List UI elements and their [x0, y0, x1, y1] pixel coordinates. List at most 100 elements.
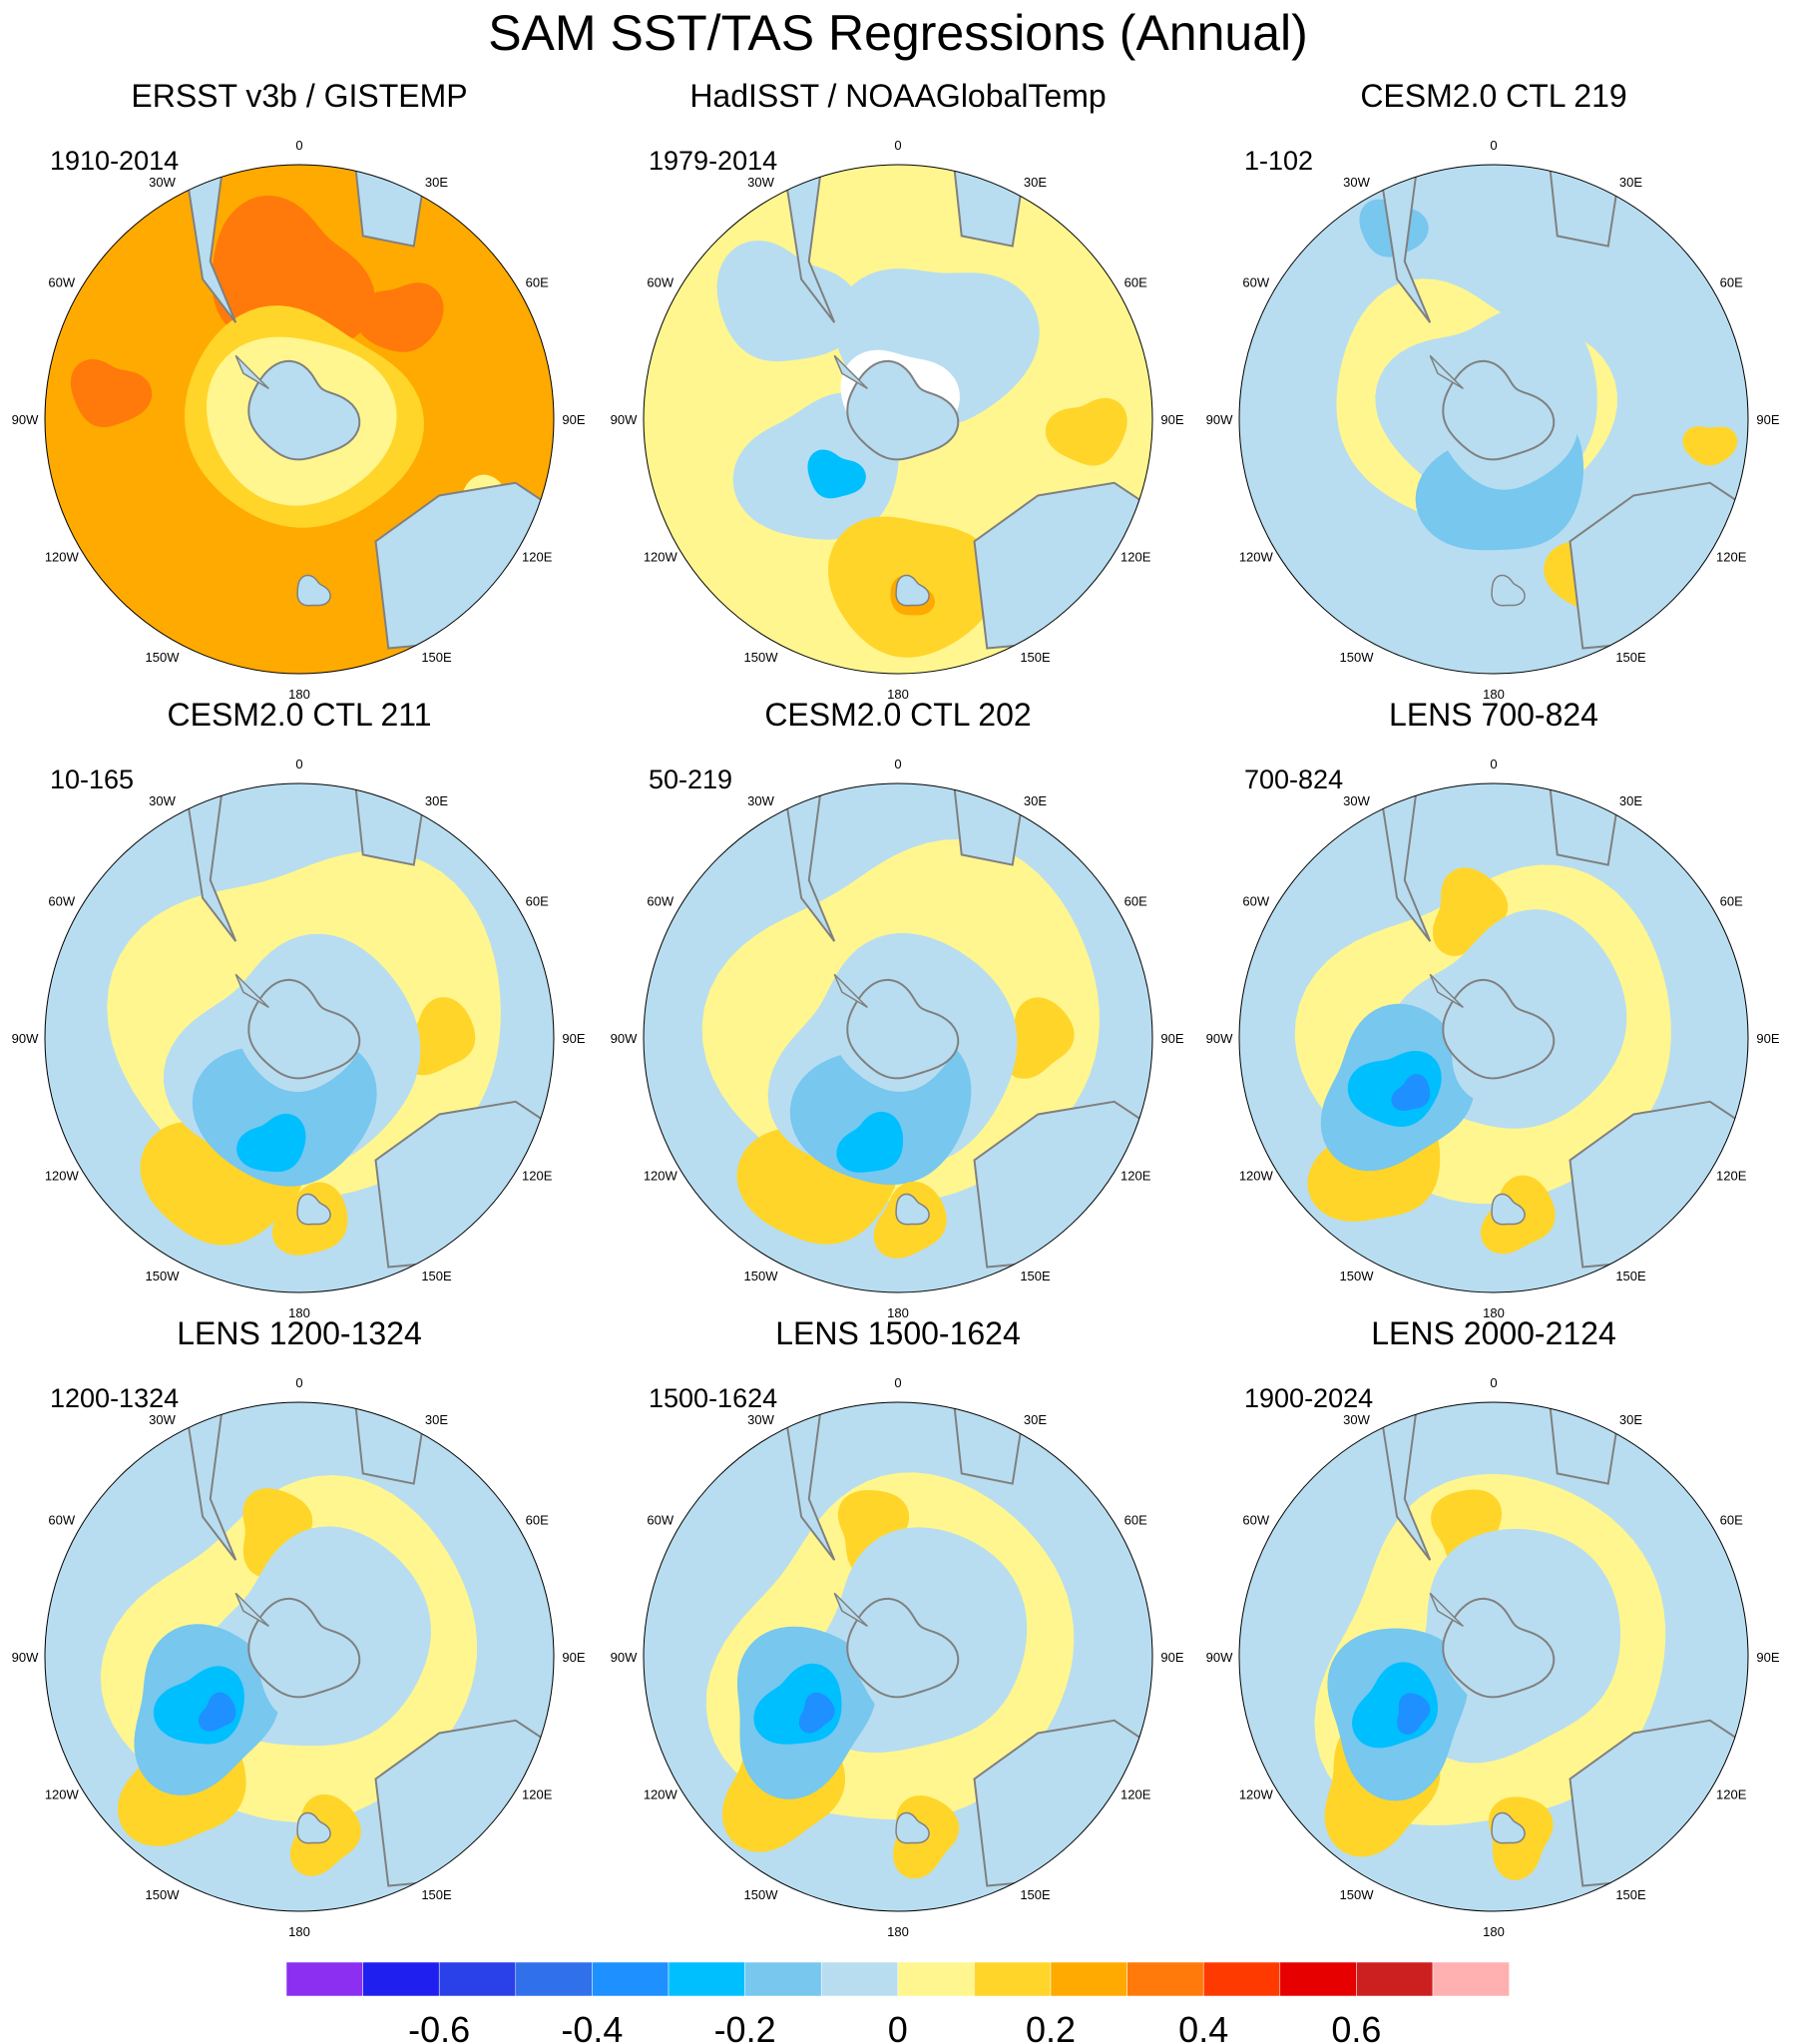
contour-region [1433, 867, 1509, 956]
colorbar-tick-label: 0.6 [1331, 2009, 1381, 2044]
longitude-label: 60W [647, 275, 674, 290]
longitude-label: 150E [1020, 650, 1051, 665]
new-zealand-coastline [296, 1193, 331, 1226]
map-border [44, 164, 555, 675]
longitude-label: 120W [644, 1788, 678, 1802]
longitude-label: 180 [1483, 1305, 1505, 1320]
longitude-label: 120E [1716, 550, 1747, 565]
panel-period: 1200-1324 [50, 1383, 179, 1413]
contour-region [1003, 997, 1075, 1079]
longitude-label: 60W [647, 1513, 674, 1528]
longitude-label: 30W [747, 1412, 774, 1427]
longitude-label: 60E [1124, 1513, 1147, 1528]
longitude-label: 60E [526, 894, 549, 909]
peninsula-coastline [1429, 973, 1464, 1009]
longitude-label: 180 [288, 1924, 310, 1939]
contour-region [199, 1692, 236, 1732]
figure-title: SAM SST/TAS Regressions (Annual) [488, 5, 1308, 61]
map-border [1238, 1401, 1749, 1912]
longitude-label: 60W [647, 894, 674, 909]
contour-region [236, 1113, 306, 1173]
contour-region [1391, 1074, 1431, 1111]
panel-title: LENS 1200-1324 [177, 1315, 422, 1351]
longitude-label: 150E [1615, 1269, 1646, 1283]
contour-region [70, 358, 153, 428]
panel-period: 10-165 [50, 765, 134, 794]
longitude-label: 150W [1340, 650, 1375, 665]
longitude-label: 90W [611, 1650, 638, 1665]
longitude-label: 180 [1483, 687, 1505, 702]
panel-title: LENS 700-824 [1389, 697, 1598, 733]
longitude-label: 0 [894, 138, 901, 153]
panel-title: CESM2.0 CTL 202 [764, 697, 1031, 733]
longitude-label: 150W [744, 1269, 779, 1283]
longitude-label: 60W [1242, 894, 1269, 909]
longitude-label: 30W [747, 793, 774, 808]
longitude-label: 30E [425, 175, 448, 190]
contour-region [1045, 397, 1127, 466]
longitude-label: 180 [887, 1924, 909, 1939]
longitude-label: 90W [12, 1031, 39, 1046]
contour-region [1397, 1693, 1431, 1735]
longitude-label: 120E [1121, 550, 1151, 565]
contour-region [355, 282, 444, 352]
longitude-label: 120E [1121, 1788, 1151, 1802]
longitude-label: 90W [1206, 1031, 1233, 1046]
panel-title: LENS 2000-2124 [1371, 1315, 1616, 1351]
africa-coastline [353, 165, 428, 248]
longitude-label: 90W [611, 1031, 638, 1046]
longitude-label: 30W [1343, 1412, 1370, 1427]
contour-region [798, 1692, 835, 1734]
longitude-label: 120W [45, 1169, 80, 1184]
longitude-label: 60E [1720, 1513, 1743, 1528]
new-zealand-coastline [895, 574, 930, 607]
longitude-label: 60E [1124, 894, 1147, 909]
map-border [643, 164, 1153, 675]
panel-period: 700-824 [1244, 765, 1343, 794]
longitude-label: 120W [1239, 1788, 1274, 1802]
new-zealand-coastline [1491, 574, 1526, 607]
antarctica-coastline [1442, 1597, 1556, 1699]
peninsula-coastline [833, 973, 868, 1009]
map-panel: LENS 700-824 700-824 0 30E 60E 90E 120E 150E 180… [1206, 697, 1780, 1320]
longitude-label: 60W [1242, 275, 1269, 290]
south-america-coastline [184, 783, 237, 942]
africa-coastline [1548, 783, 1622, 866]
longitude-label: 180 [887, 1305, 909, 1320]
longitude-label: 90W [12, 412, 39, 427]
longitude-label: 90E [1160, 412, 1183, 427]
longitude-label: 30E [1024, 793, 1047, 808]
antarctica-coastline [247, 359, 361, 461]
longitude-label: 120W [644, 550, 678, 565]
panel-period: 1-102 [1244, 146, 1313, 176]
contour-region [242, 1488, 313, 1578]
panel-period: 1900-2024 [1244, 1383, 1373, 1413]
peninsula-coastline [234, 973, 269, 1009]
antarctica-coastline [247, 978, 361, 1080]
longitude-label: 30E [1619, 175, 1642, 190]
peninsula-coastline [234, 354, 269, 390]
longitude-label: 120E [1716, 1169, 1747, 1184]
map-border [1238, 782, 1749, 1293]
colorbar-tick-label: -0.4 [561, 2009, 623, 2044]
panel-period: 1979-2014 [649, 146, 777, 176]
africa-coastline [353, 783, 428, 866]
longitude-label: 0 [295, 138, 302, 153]
map-panel: LENS 1200-1324 1200-1324 0 30E 60E 90E 120E 150… [12, 1315, 586, 1939]
longitude-label: 150E [1020, 1887, 1051, 1902]
longitude-label: 0 [1490, 1375, 1497, 1390]
longitude-label: 150E [421, 1269, 452, 1283]
map-border [643, 1401, 1153, 1912]
longitude-label: 60W [48, 275, 75, 290]
map-panel: CESM2.0 CTL 211 10-165 0 30E 60E 90E 120E 150E 1… [12, 697, 586, 1320]
longitude-label: 150W [744, 1887, 779, 1902]
longitude-label: 30W [149, 793, 176, 808]
longitude-label: 120W [1239, 550, 1274, 565]
longitude-label: 90E [1160, 1650, 1183, 1665]
longitude-label: 90E [562, 1031, 585, 1046]
antarctica-coastline [247, 1597, 361, 1699]
antarctica-coastline [846, 359, 960, 461]
panel-period: 50-219 [649, 765, 732, 794]
africa-coastline [952, 783, 1027, 866]
longitude-label: 0 [1490, 138, 1497, 153]
